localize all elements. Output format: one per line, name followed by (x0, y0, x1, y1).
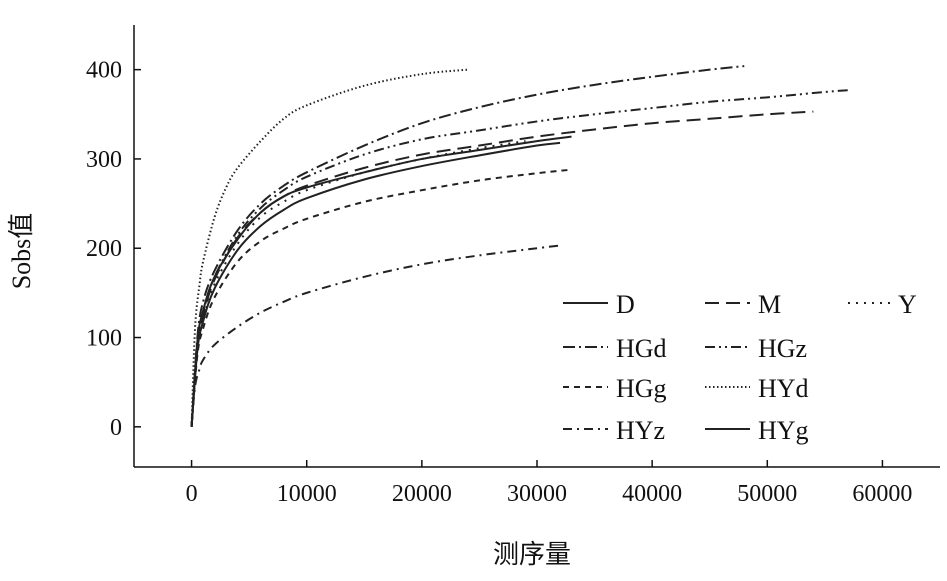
series-line-hgg (190, 168, 572, 427)
series-line-hgz (190, 89, 848, 427)
y-axis-title: Sobs值 (7, 213, 36, 290)
x-tick-label: 0 (186, 481, 198, 507)
series-line-y (190, 140, 526, 427)
x-tick-label: 10000 (277, 481, 337, 507)
legend-label-hyd: HYd (758, 374, 809, 403)
legend-label-d: D (616, 290, 635, 319)
series-line-hyz (190, 244, 561, 427)
legend-label-hgz: HGz (758, 334, 807, 363)
y-tick-label: 300 (86, 147, 122, 173)
series-line-d (190, 135, 572, 427)
x-tick-label: 20000 (392, 481, 452, 507)
series-line-hyd (190, 68, 469, 427)
axes: 0 10000 20000 30000 40000 50000 60000 0 100 200 30… (86, 25, 940, 507)
legend: D M Y HGd HGz HGg HYd HYz HYg (563, 290, 917, 445)
series-layer (190, 65, 848, 427)
legend-label-m: M (758, 290, 781, 319)
y-tick-label: 400 (86, 58, 122, 84)
legend-label-hgd: HGd (616, 334, 667, 363)
legend-label-hyg: HYg (758, 416, 809, 445)
x-tick-label: 30000 (507, 481, 567, 507)
y-tick-label: 0 (110, 415, 122, 441)
x-axis-title: 测序量 (493, 540, 571, 569)
legend-label-hyz: HYz (616, 416, 665, 445)
series-line-m (190, 110, 814, 427)
series-line-hgd (190, 65, 745, 427)
x-tick-label: 50000 (737, 481, 797, 507)
series-line-hyg (190, 141, 561, 427)
x-tick-label: 60000 (852, 481, 912, 507)
y-tick-label: 200 (86, 236, 122, 262)
y-tick-label: 100 (86, 326, 122, 352)
x-tick-label: 40000 (622, 481, 682, 507)
legend-label-hgg: HGg (616, 374, 667, 403)
legend-label-y: Y (898, 290, 917, 319)
